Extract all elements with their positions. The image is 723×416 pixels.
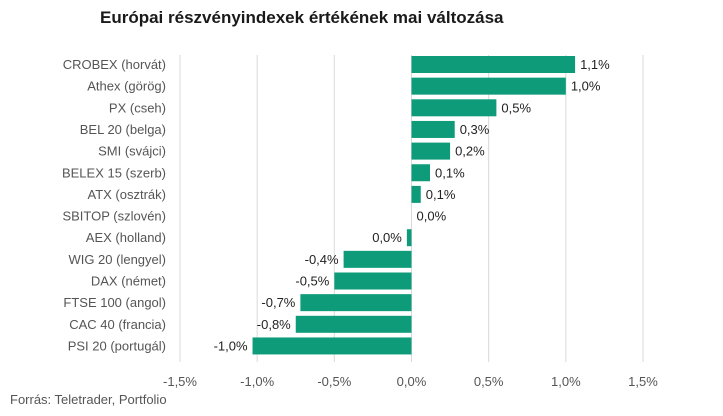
- bar: [411, 185, 421, 203]
- bars: [252, 56, 576, 355]
- bar: [334, 272, 412, 290]
- bar: [411, 120, 455, 138]
- category-label: CROBEX (horvát): [63, 57, 166, 72]
- data-label: -0,4%: [305, 252, 339, 267]
- category-label: FTSE 100 (angol): [63, 295, 166, 310]
- category-label: BEL 20 (belga): [80, 122, 166, 137]
- bar: [295, 315, 412, 333]
- data-label: -0,5%: [295, 274, 329, 289]
- data-label: -0,8%: [257, 317, 291, 332]
- bar: [406, 229, 412, 247]
- category-labels: CROBEX (horvát) Athex (görög) PX (cseh) BEL…: [62, 57, 166, 353]
- bar: [343, 250, 412, 268]
- bar: [411, 142, 451, 160]
- bar: [411, 99, 497, 117]
- category-label: CAC 40 (francia): [69, 317, 166, 332]
- x-tick-label: 1,0%: [551, 374, 581, 389]
- data-label: 0,5%: [501, 100, 531, 115]
- category-label: SMI (svájci): [98, 144, 166, 159]
- data-label: -0,7%: [261, 295, 295, 310]
- data-label: 0,2%: [455, 144, 485, 159]
- x-tick-label: 0,5%: [474, 374, 504, 389]
- bar: [411, 77, 566, 95]
- category-label: ATX (osztrák): [88, 187, 167, 202]
- data-label: 0,1%: [426, 187, 456, 202]
- source-note: Forrás: Teletrader, Portfolio: [10, 392, 167, 407]
- x-tick-label: 1,5%: [628, 374, 658, 389]
- x-tick-label: -1,5%: [163, 374, 197, 389]
- bar: [252, 337, 412, 355]
- bar: [300, 294, 412, 312]
- data-label: -1,0%: [214, 338, 248, 353]
- x-axis-tick-labels: -1,5% -1,0% -0,5% 0,0% 0,5% 1,0% 1,5%: [163, 374, 658, 389]
- data-label: 0,3%: [460, 122, 490, 137]
- category-label: PX (cseh): [109, 100, 166, 115]
- category-label: Athex (görög): [87, 79, 166, 94]
- category-label: BELEX 15 (szerb): [62, 165, 166, 180]
- data-label: 0,1%: [435, 165, 465, 180]
- bar: [411, 164, 431, 182]
- data-label: 1,1%: [580, 57, 610, 72]
- category-label: AEX (holland): [86, 230, 166, 245]
- data-label: 0,0%: [417, 209, 447, 224]
- bar: [411, 56, 576, 73]
- value-labels: 1,1% 1,0% 0,5% 0,3% 0,2% 0,1% 0,1% 0,0% 0,0% -0,4…: [214, 57, 611, 353]
- category-label: PSI 20 (portugál): [68, 338, 166, 353]
- x-tick-label: -1,0%: [240, 374, 274, 389]
- category-label: DAX (német): [91, 274, 166, 289]
- category-label: WIG 20 (lengyel): [68, 252, 166, 267]
- chart-title: Európai részvényindexek értékének mai vá…: [100, 8, 504, 27]
- data-label: 0,0%: [372, 230, 402, 245]
- data-label: 1,0%: [571, 79, 601, 94]
- x-tick-label: 0,0%: [397, 374, 427, 389]
- x-tick-label: -0,5%: [317, 374, 351, 389]
- category-label: SBITOP (szlovén): [62, 209, 166, 224]
